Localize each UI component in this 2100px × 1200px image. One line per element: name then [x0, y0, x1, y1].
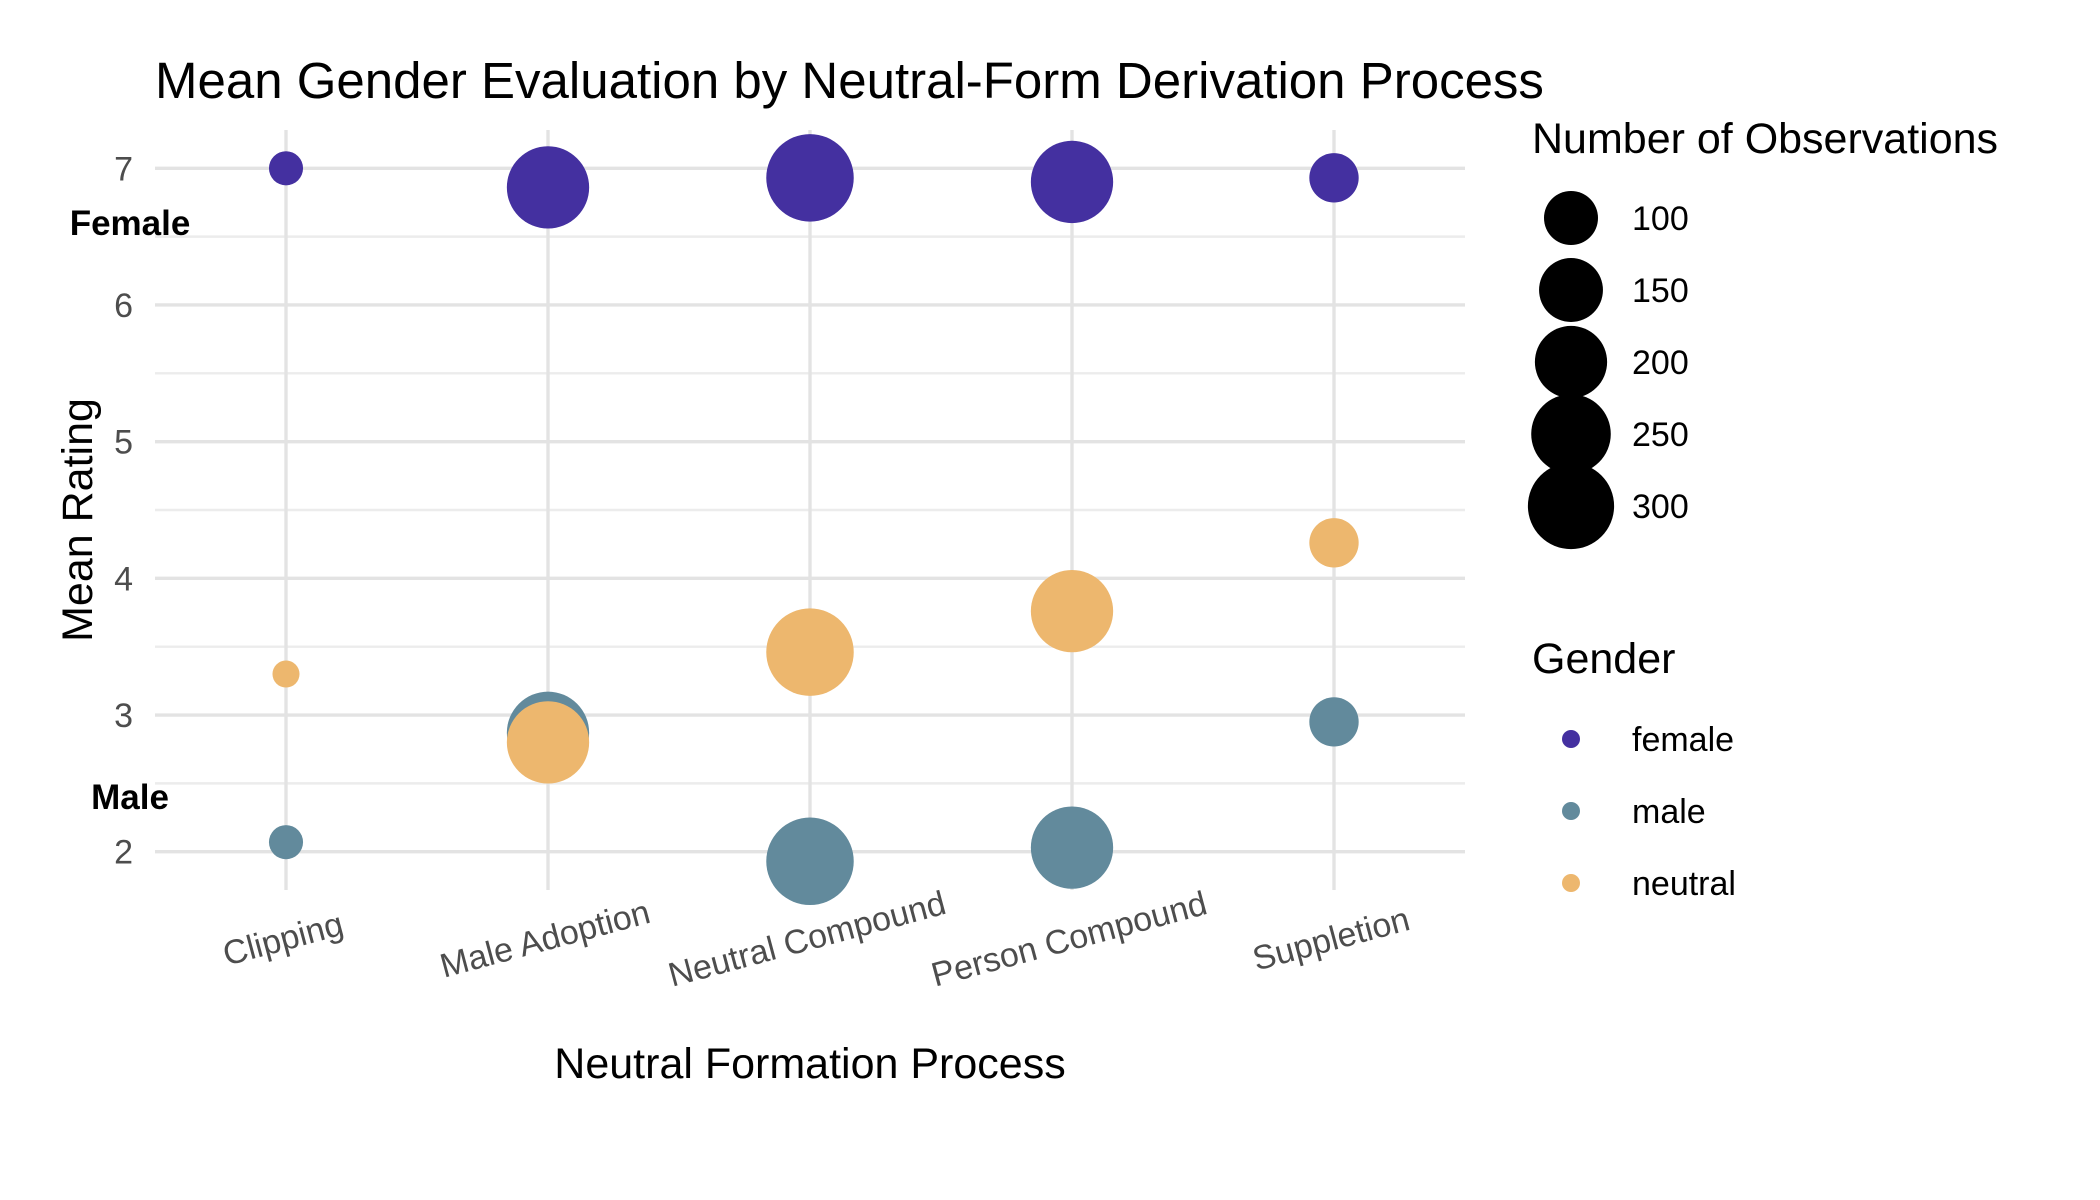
size-legend-title: Number of Observations [1532, 115, 1998, 163]
point-female [766, 134, 854, 222]
x-tick-label: Person Compound [927, 884, 1211, 994]
color-legend-label: neutral [1632, 865, 1736, 903]
point-neutral [766, 608, 854, 696]
point-male [268, 825, 304, 860]
size-legend: Number of Observations 100 150 200 250 300 [1527, 115, 1998, 550]
y-tick-label: 3 [114, 697, 133, 735]
point-male [1030, 806, 1114, 889]
x-tick-label: Suppletion [1249, 900, 1414, 978]
size-legend-key [1544, 191, 1598, 245]
size-legend-key [1539, 258, 1603, 322]
point-female [506, 146, 590, 229]
size-legend-key [1531, 394, 1611, 474]
y-tick-label: 7 [114, 150, 133, 188]
points [268, 134, 1359, 906]
size-legend-label: 300 [1632, 488, 1689, 526]
size-legend-label: 100 [1632, 200, 1689, 238]
annotation-label: Male [91, 778, 169, 817]
size-legend-label: 150 [1632, 272, 1689, 310]
size-legend-key [1534, 325, 1608, 399]
size-legend-label: 250 [1632, 416, 1689, 454]
point-neutral [1030, 570, 1114, 653]
y-axis-title: Mean Rating [54, 398, 102, 642]
point-neutral [506, 701, 590, 784]
annotations: Female Male [70, 204, 191, 817]
point-male [1309, 697, 1359, 747]
grid [155, 130, 1465, 890]
y-tick-label: 6 [114, 287, 133, 325]
point-female [268, 151, 304, 186]
y-tick-labels: 2 3 4 5 6 7 [114, 150, 133, 871]
size-legend-key [1527, 462, 1615, 550]
point-female [1309, 153, 1359, 203]
point-neutral [1309, 518, 1359, 568]
point-male [766, 817, 854, 906]
chart-title: Mean Gender Evaluation by Neutral-Form D… [155, 52, 1544, 109]
color-legend-label: male [1632, 793, 1706, 831]
y-tick-label: 5 [114, 424, 133, 462]
color-legend-key [1562, 802, 1580, 820]
y-tick-label: 4 [114, 560, 133, 598]
point-neutral [272, 660, 300, 688]
size-legend-label: 200 [1632, 344, 1689, 382]
annotation-label: Female [70, 204, 191, 243]
x-tick-label: Male Adoption [436, 893, 654, 985]
color-legend: Gender female male neutral [1532, 635, 1736, 903]
color-legend-title: Gender [1532, 635, 1675, 683]
y-tick-label: 2 [114, 834, 133, 872]
point-female [1030, 140, 1114, 224]
color-legend-key [1562, 874, 1580, 892]
color-legend-key [1562, 730, 1580, 748]
color-legend-label: female [1632, 721, 1734, 759]
x-axis-title: Neutral Formation Process [554, 1040, 1065, 1088]
x-tick-label: Clipping [219, 905, 348, 974]
